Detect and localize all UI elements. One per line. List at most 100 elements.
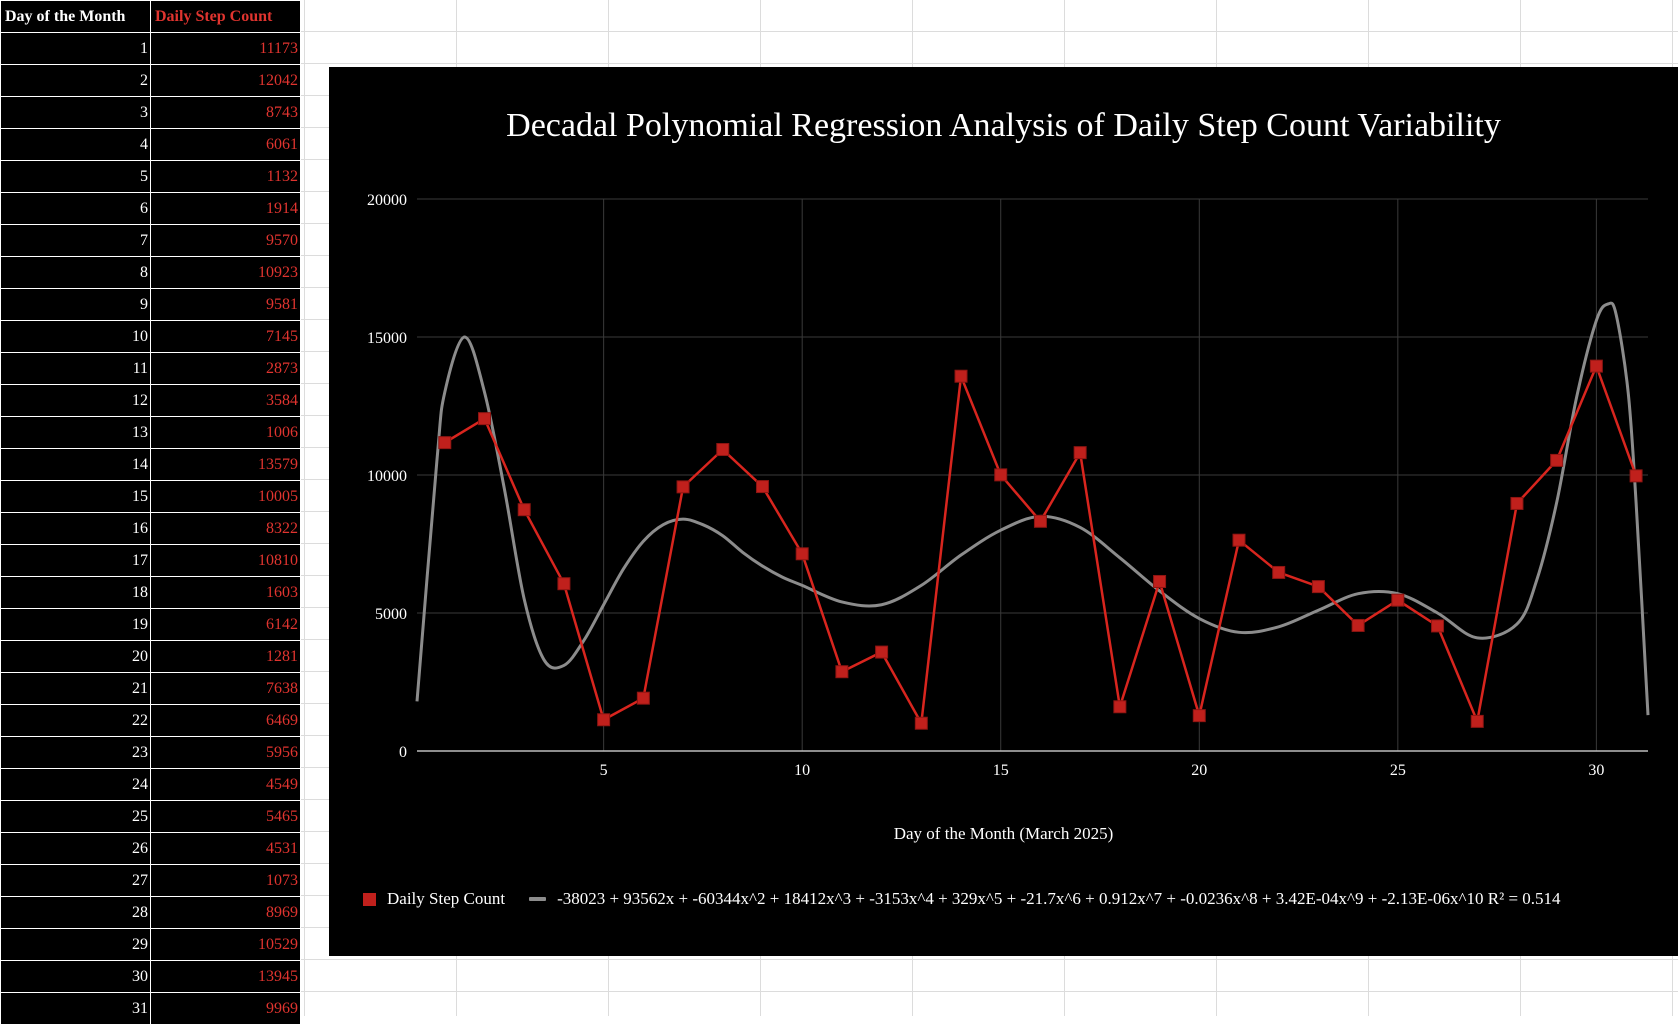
cell-day[interactable]: 21 bbox=[0, 672, 151, 705]
cell-day[interactable]: 16 bbox=[0, 512, 151, 545]
cell-steps[interactable]: 3584 bbox=[150, 384, 301, 417]
data-point-marker bbox=[1232, 533, 1246, 547]
table-row: 23 5956 bbox=[0, 736, 301, 769]
cell-steps[interactable]: 6061 bbox=[150, 128, 301, 161]
cell-steps[interactable]: 5465 bbox=[150, 800, 301, 833]
cell-day[interactable]: 4 bbox=[0, 128, 151, 161]
cell-steps[interactable]: 7145 bbox=[150, 320, 301, 353]
x-tick-label: 25 bbox=[1390, 762, 1406, 779]
cell-day[interactable]: 2 bbox=[0, 64, 151, 97]
legend: Daily Step Count -38023 + 93562x + -6034… bbox=[363, 884, 1561, 914]
cell-steps[interactable]: 1603 bbox=[150, 576, 301, 609]
cell-steps[interactable]: 11173 bbox=[150, 32, 301, 65]
table-row: 10 7145 bbox=[0, 320, 301, 353]
x-axis-label: Day of the Month (March 2025) bbox=[893, 824, 1114, 843]
cell-steps[interactable]: 12042 bbox=[150, 64, 301, 97]
cell-day[interactable]: 10 bbox=[0, 320, 151, 353]
data-point-marker bbox=[478, 412, 492, 426]
data-point-marker bbox=[1629, 469, 1643, 483]
table-row: 26 4531 bbox=[0, 832, 301, 865]
cell-day[interactable]: 7 bbox=[0, 224, 151, 257]
trendline-path bbox=[415, 301, 1650, 716]
cell-day[interactable]: 19 bbox=[0, 608, 151, 641]
cell-day[interactable]: 8 bbox=[0, 256, 151, 289]
cell-day[interactable]: 30 bbox=[0, 960, 151, 993]
column-header-day[interactable]: Day of the Month bbox=[0, 0, 151, 33]
cell-day[interactable]: 23 bbox=[0, 736, 151, 769]
table-row: 27 1073 bbox=[0, 864, 301, 897]
cell-day[interactable]: 14 bbox=[0, 448, 151, 481]
cell-day[interactable]: 11 bbox=[0, 352, 151, 385]
cell-day[interactable]: 29 bbox=[0, 928, 151, 961]
table-row: 13 1006 bbox=[0, 416, 301, 449]
cell-steps[interactable]: 6142 bbox=[150, 608, 301, 641]
cell-day[interactable]: 9 bbox=[0, 288, 151, 321]
cell-day[interactable]: 26 bbox=[0, 832, 151, 865]
table-row: 1 11173 bbox=[0, 32, 301, 65]
chart-panel[interactable]: Decadal Polynomial Regression Analysis o… bbox=[329, 67, 1678, 956]
chart-title: Decadal Polynomial Regression Analysis o… bbox=[506, 107, 1501, 144]
x-tick-label: 20 bbox=[1191, 762, 1207, 779]
cell-steps[interactable]: 10923 bbox=[150, 256, 301, 289]
x-tick-label: 5 bbox=[600, 762, 608, 779]
cell-steps[interactable]: 9581 bbox=[150, 288, 301, 321]
data-point-marker bbox=[1272, 565, 1286, 579]
table-row: 9 9581 bbox=[0, 288, 301, 321]
cell-steps[interactable]: 4549 bbox=[150, 768, 301, 801]
legend-marker-trendline bbox=[529, 897, 547, 901]
chart-plot: 0 5000 10000 15000 20000 5 10 15 20 25 30 bbox=[367, 192, 1650, 779]
cell-steps[interactable]: 10005 bbox=[150, 480, 301, 513]
cell-steps[interactable]: 6469 bbox=[150, 704, 301, 737]
cell-steps[interactable]: 4531 bbox=[150, 832, 301, 865]
data-point-marker bbox=[1470, 714, 1484, 728]
data-point-marker bbox=[795, 547, 809, 561]
table-row: 29 10529 bbox=[0, 928, 301, 961]
cell-steps[interactable]: 8743 bbox=[150, 96, 301, 129]
cell-day[interactable]: 15 bbox=[0, 480, 151, 513]
cell-steps[interactable]: 10529 bbox=[150, 928, 301, 961]
x-tick-label: 10 bbox=[794, 762, 810, 779]
cell-steps[interactable]: 9969 bbox=[150, 992, 301, 1025]
cell-steps[interactable]: 7638 bbox=[150, 672, 301, 705]
cell-day[interactable]: 1 bbox=[0, 32, 151, 65]
y-tick-label: 15000 bbox=[367, 330, 407, 347]
cell-steps[interactable]: 1073 bbox=[150, 864, 301, 897]
cell-steps[interactable]: 2873 bbox=[150, 352, 301, 385]
data-point-marker bbox=[716, 443, 730, 457]
cell-day[interactable]: 28 bbox=[0, 896, 151, 929]
cell-steps[interactable]: 1914 bbox=[150, 192, 301, 225]
cell-steps[interactable]: 13945 bbox=[150, 960, 301, 993]
cell-day[interactable]: 27 bbox=[0, 864, 151, 897]
x-tick-label: 30 bbox=[1588, 762, 1604, 779]
cell-steps[interactable]: 1281 bbox=[150, 640, 301, 673]
cell-steps[interactable]: 8322 bbox=[150, 512, 301, 545]
cell-day[interactable]: 3 bbox=[0, 96, 151, 129]
data-point-marker bbox=[994, 468, 1008, 482]
cell-day[interactable]: 31 bbox=[0, 992, 151, 1025]
cell-steps[interactable]: 13579 bbox=[150, 448, 301, 481]
cell-steps[interactable]: 9570 bbox=[150, 224, 301, 257]
cell-day[interactable]: 20 bbox=[0, 640, 151, 673]
cell-day[interactable]: 25 bbox=[0, 800, 151, 833]
data-point-marker bbox=[755, 480, 769, 494]
cell-day[interactable]: 22 bbox=[0, 704, 151, 737]
cell-day[interactable]: 17 bbox=[0, 544, 151, 577]
table-row: 14 13579 bbox=[0, 448, 301, 481]
column-header-steps[interactable]: Daily Step Count bbox=[150, 0, 301, 33]
cell-steps[interactable]: 10810 bbox=[150, 544, 301, 577]
table-body: 1 11173 2 12042 3 8743 4 6061 5 1132 6 1914 7 9570 8 10… bbox=[0, 32, 301, 1025]
cell-day[interactable]: 12 bbox=[0, 384, 151, 417]
table-row: 3 8743 bbox=[0, 96, 301, 129]
data-point-marker bbox=[954, 369, 968, 383]
data-point-marker bbox=[597, 713, 611, 727]
cell-day[interactable]: 24 bbox=[0, 768, 151, 801]
cell-day[interactable]: 13 bbox=[0, 416, 151, 449]
cell-steps[interactable]: 1132 bbox=[150, 160, 301, 193]
cell-steps[interactable]: 8969 bbox=[150, 896, 301, 929]
cell-steps[interactable]: 5956 bbox=[150, 736, 301, 769]
cell-steps[interactable]: 1006 bbox=[150, 416, 301, 449]
data-point-marker bbox=[1431, 619, 1445, 633]
cell-day[interactable]: 6 bbox=[0, 192, 151, 225]
cell-day[interactable]: 18 bbox=[0, 576, 151, 609]
cell-day[interactable]: 5 bbox=[0, 160, 151, 193]
